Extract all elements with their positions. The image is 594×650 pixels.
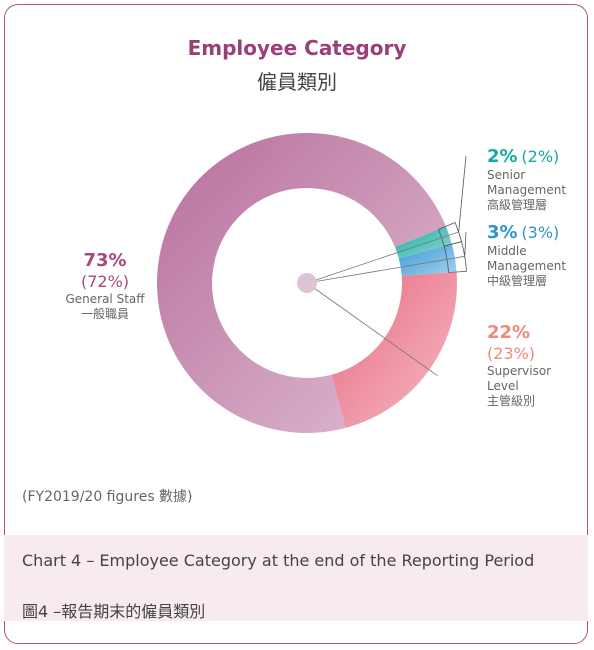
donut-segment xyxy=(331,272,457,428)
value-row: 73% xyxy=(50,250,160,272)
caption: Chart 4 – Employee Category at the end o… xyxy=(22,551,535,570)
chart-title: Employee Category xyxy=(187,36,407,60)
value-label: 2% xyxy=(487,146,518,167)
caption-box: Chart 4 – Employee Category at the end o… xyxy=(4,535,588,621)
data-label: 73% (72%) General Staff 一般職員 xyxy=(50,250,160,322)
value-row: 3% (3%) xyxy=(487,222,577,244)
prior-label: (3%) xyxy=(521,223,560,242)
leader-line xyxy=(458,155,467,233)
category-label-zh: 主管級別 xyxy=(487,394,536,408)
segment-outline xyxy=(443,241,467,274)
prior-label: (23%) xyxy=(487,344,536,363)
chart-subtitle: 僱員類別 xyxy=(257,70,337,94)
value-label: 73% xyxy=(83,250,127,271)
center-dot xyxy=(297,273,317,293)
category-label: Senior Management xyxy=(487,168,567,197)
category-label: Middle Management xyxy=(487,244,567,273)
data-label: 3% (3%) Middle Management 中級管理層 xyxy=(487,222,577,289)
donut-segment xyxy=(398,244,457,277)
data-label: 22% (23%) Supervisor Level 主管級別 xyxy=(487,322,577,409)
value-row: 22% xyxy=(487,322,577,344)
category-label-zh: 高級管理層 xyxy=(487,198,548,212)
leader-line xyxy=(306,231,459,284)
category-label-zh: 一般職員 xyxy=(80,307,129,321)
category-label-zh: 中級管理層 xyxy=(487,274,548,288)
leader-line xyxy=(306,255,465,284)
prior-label: (2%) xyxy=(521,147,560,166)
donut-segment xyxy=(156,133,446,434)
frame xyxy=(4,4,588,644)
note: (FY2019/20 figures 數據) xyxy=(22,489,193,505)
category-label: General Staff xyxy=(65,292,145,306)
leader-line xyxy=(306,282,438,377)
value-row: 2% (2%) xyxy=(487,146,577,168)
prior-label: (72%) xyxy=(80,272,130,291)
category-label: Supervisor Level xyxy=(487,364,552,393)
value-label: 3% xyxy=(487,222,518,243)
value-label: 22% xyxy=(487,322,531,343)
leader-line xyxy=(464,231,467,257)
donut-segment xyxy=(394,226,452,259)
data-label: 2% (2%) Senior Management 高級管理層 xyxy=(487,146,577,213)
caption-zh: 圖4 –報告期末的僱員類別 xyxy=(22,602,206,621)
